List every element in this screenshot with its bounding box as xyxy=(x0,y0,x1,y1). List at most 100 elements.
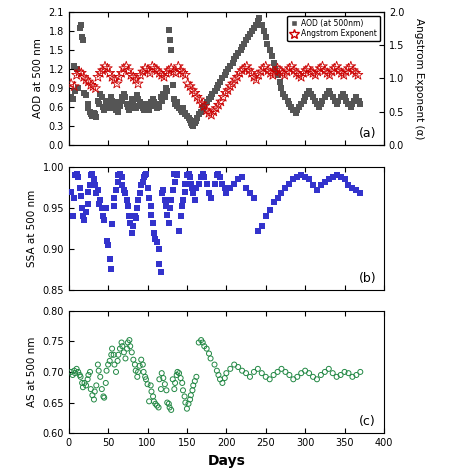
Point xyxy=(205,95,213,103)
Point xyxy=(347,63,355,70)
Point xyxy=(152,400,159,408)
Point xyxy=(131,212,139,220)
Point xyxy=(100,212,107,220)
Point xyxy=(91,181,99,189)
Point xyxy=(146,69,154,77)
Point xyxy=(201,102,208,109)
Point xyxy=(189,86,196,94)
Point xyxy=(341,94,348,101)
Point xyxy=(81,89,88,97)
Point xyxy=(191,89,199,97)
Point xyxy=(84,375,91,383)
Point xyxy=(128,349,136,356)
Point xyxy=(95,100,102,107)
Point xyxy=(262,373,270,380)
Point xyxy=(125,66,132,74)
Point xyxy=(270,59,277,66)
Point xyxy=(73,170,81,178)
Point xyxy=(155,100,163,107)
Point xyxy=(137,356,145,363)
Point xyxy=(211,87,219,95)
Point xyxy=(185,114,192,122)
Point xyxy=(182,71,189,79)
Point xyxy=(295,103,302,111)
Point xyxy=(356,190,364,197)
Point xyxy=(124,339,132,346)
Point xyxy=(146,194,153,202)
Point xyxy=(82,209,90,216)
Point xyxy=(278,190,285,197)
Point xyxy=(191,377,199,385)
Point xyxy=(313,375,321,383)
Point xyxy=(345,100,352,107)
Point xyxy=(67,80,75,87)
Point xyxy=(159,90,167,98)
Point xyxy=(75,68,83,76)
Point xyxy=(245,33,252,41)
Point xyxy=(185,400,192,408)
Point xyxy=(139,361,146,369)
Point xyxy=(238,173,246,181)
Point xyxy=(169,81,176,88)
Point xyxy=(159,186,167,194)
Point xyxy=(183,405,191,412)
Point xyxy=(193,114,201,122)
Point xyxy=(305,370,313,377)
Point xyxy=(69,95,76,103)
Y-axis label: Angstrom Exponent (α): Angstrom Exponent (α) xyxy=(414,18,424,139)
Legend: AOD (at 500nm), Angstrom Exponent: AOD (at 500nm), Angstrom Exponent xyxy=(287,16,380,41)
Point xyxy=(216,78,224,86)
Point xyxy=(152,102,159,109)
Point xyxy=(340,71,347,79)
Point xyxy=(150,398,158,405)
Point xyxy=(297,73,305,81)
Point xyxy=(186,396,194,403)
Point xyxy=(142,170,150,178)
Point xyxy=(258,370,265,377)
Point xyxy=(108,266,115,273)
Point xyxy=(74,368,82,376)
Point xyxy=(353,371,360,379)
Point xyxy=(94,97,102,104)
Point xyxy=(258,222,265,230)
Point xyxy=(150,229,158,237)
Point xyxy=(297,100,305,107)
Point xyxy=(177,374,184,382)
Point xyxy=(217,98,225,105)
Point xyxy=(171,100,179,107)
Point xyxy=(115,351,122,359)
Point xyxy=(192,117,200,124)
Point xyxy=(103,98,110,105)
Point xyxy=(142,103,150,111)
Point xyxy=(212,104,220,112)
Point xyxy=(115,98,122,105)
Point xyxy=(219,180,226,187)
Point xyxy=(348,100,356,107)
Point xyxy=(325,87,333,95)
Point xyxy=(129,222,137,230)
Point xyxy=(242,184,250,191)
Point xyxy=(213,84,221,92)
Point xyxy=(118,97,126,104)
Point xyxy=(224,65,232,73)
Point xyxy=(223,370,230,377)
Point xyxy=(85,371,92,379)
Point xyxy=(353,186,360,194)
Point xyxy=(153,402,161,409)
Point xyxy=(290,66,298,74)
Point xyxy=(192,184,200,191)
Point xyxy=(236,69,244,77)
Point xyxy=(203,345,210,352)
Point xyxy=(219,379,226,387)
Point xyxy=(201,103,208,110)
Point xyxy=(211,180,219,187)
Point xyxy=(160,73,168,81)
Point xyxy=(112,368,120,376)
Point xyxy=(246,190,254,197)
Point xyxy=(189,387,196,394)
Point xyxy=(147,203,155,210)
Point xyxy=(155,69,163,77)
Point xyxy=(91,111,99,118)
Point xyxy=(158,370,165,377)
Point xyxy=(157,268,165,276)
